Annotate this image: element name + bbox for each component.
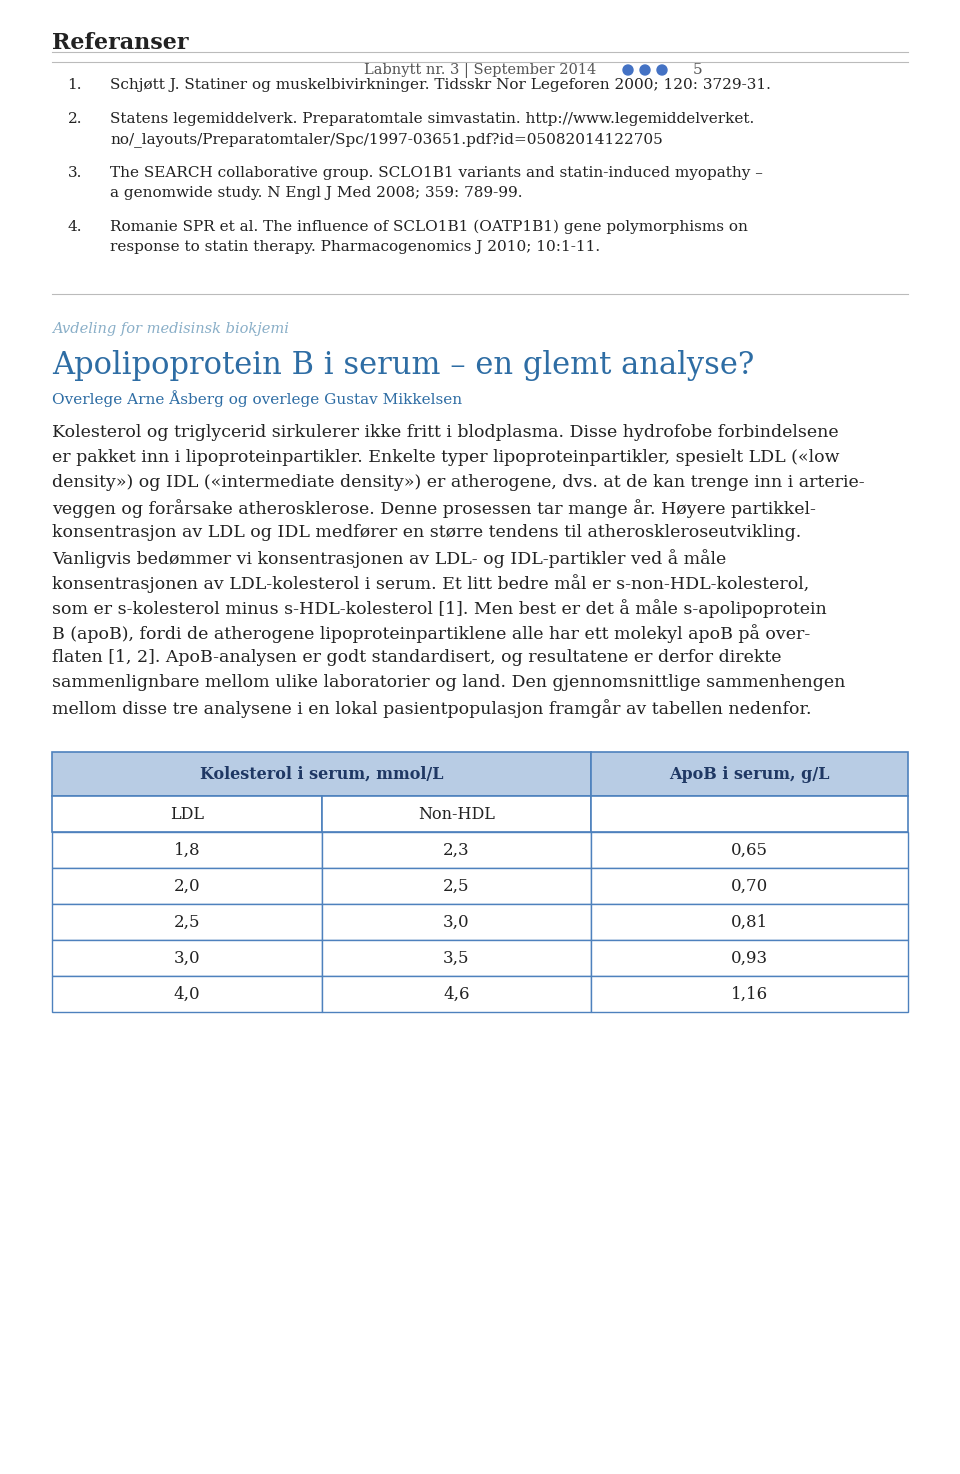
Text: density») og IDL («intermediate density») er atherogene, dvs. at de kan trenge i: density») og IDL («intermediate density»… bbox=[52, 475, 865, 491]
Bar bbox=[322, 796, 591, 831]
Bar bbox=[591, 831, 908, 868]
Text: 4,0: 4,0 bbox=[174, 986, 200, 1002]
Text: Labnytt nr. 3 | September 2014: Labnytt nr. 3 | September 2014 bbox=[364, 62, 596, 78]
Text: Kolesterol i serum, mmol/L: Kolesterol i serum, mmol/L bbox=[200, 765, 444, 783]
Text: 4.: 4. bbox=[67, 220, 82, 234]
Text: konsentrasjon av LDL og IDL medfører en større tendens til atheroskleroseutvikli: konsentrasjon av LDL og IDL medfører en … bbox=[52, 523, 802, 541]
Text: 3,0: 3,0 bbox=[174, 949, 200, 967]
Bar bbox=[52, 868, 322, 904]
Text: response to statin therapy. Pharmacogenomics J 2010; 10:1-11.: response to statin therapy. Pharmacogeno… bbox=[110, 240, 600, 254]
Bar bbox=[52, 940, 322, 976]
Text: 1,8: 1,8 bbox=[174, 842, 200, 858]
Bar bbox=[322, 831, 591, 868]
Bar bbox=[591, 868, 908, 904]
Text: 1,16: 1,16 bbox=[732, 986, 768, 1002]
Bar bbox=[591, 796, 908, 831]
Text: 2,5: 2,5 bbox=[444, 877, 469, 895]
Text: 5: 5 bbox=[693, 63, 703, 77]
Text: LDL: LDL bbox=[170, 805, 204, 822]
Text: konsentrasjonen av LDL-kolesterol i serum. Et litt bedre mål er s-non-HDL-kolest: konsentrasjonen av LDL-kolesterol i seru… bbox=[52, 573, 809, 593]
Text: er pakket inn i lipoproteinpartikler. Enkelte typer lipoproteinpartikler, spesie: er pakket inn i lipoproteinpartikler. En… bbox=[52, 450, 839, 466]
Text: Avdeling for medisinsk biokjemi: Avdeling for medisinsk biokjemi bbox=[52, 321, 289, 336]
Text: 2,0: 2,0 bbox=[174, 877, 200, 895]
Text: mellom disse tre analysene i en lokal pasientpopulasjon framgår av tabellen nede: mellom disse tre analysene i en lokal pa… bbox=[52, 699, 811, 718]
Text: Overlege Arne Åsberg og overlege Gustav Mikkelsen: Overlege Arne Åsberg og overlege Gustav … bbox=[52, 391, 462, 407]
Text: Schjøtt J. Statiner og muskelbivirkninger. Tidsskr Nor Legeforen 2000; 120: 3729: Schjøtt J. Statiner og muskelbivirkninge… bbox=[110, 78, 771, 91]
Circle shape bbox=[657, 65, 667, 75]
Bar bbox=[591, 904, 908, 940]
Bar bbox=[322, 976, 591, 1013]
Bar bbox=[52, 904, 322, 940]
Text: 0,70: 0,70 bbox=[731, 877, 768, 895]
Text: 0,65: 0,65 bbox=[732, 842, 768, 858]
Text: ApoB i serum, g/L: ApoB i serum, g/L bbox=[669, 765, 829, 783]
Circle shape bbox=[623, 65, 633, 75]
Text: Apolipoprotein B i serum – en glemt analyse?: Apolipoprotein B i serum – en glemt anal… bbox=[52, 349, 755, 380]
Bar bbox=[52, 976, 322, 1013]
Text: 2.: 2. bbox=[67, 112, 82, 125]
Text: 3,5: 3,5 bbox=[444, 949, 469, 967]
Text: Romanie SPR et al. The influence of SCLO1B1 (OATP1B1) gene polymorphisms on: Romanie SPR et al. The influence of SCLO… bbox=[110, 220, 748, 234]
Circle shape bbox=[640, 65, 650, 75]
Text: Vanligvis bedømmer vi konsentrasjonen av LDL- og IDL-partikler ved å måle: Vanligvis bedømmer vi konsentrasjonen av… bbox=[52, 548, 727, 567]
Bar bbox=[322, 868, 591, 904]
Text: flaten [1, 2]. ApoB-analysen er godt standardisert, og resultatene er derfor dir: flaten [1, 2]. ApoB-analysen er godt sta… bbox=[52, 649, 781, 666]
Text: Referanser: Referanser bbox=[52, 32, 188, 55]
Bar bbox=[591, 752, 908, 796]
Bar bbox=[322, 904, 591, 940]
Text: 0,93: 0,93 bbox=[732, 949, 768, 967]
Text: a genomwide study. N Engl J Med 2008; 359: 789-99.: a genomwide study. N Engl J Med 2008; 35… bbox=[110, 186, 522, 200]
Text: 3.: 3. bbox=[67, 167, 82, 180]
Bar bbox=[52, 831, 322, 868]
Text: 2,5: 2,5 bbox=[174, 914, 200, 930]
Text: 1.: 1. bbox=[67, 78, 82, 91]
Text: 2,3: 2,3 bbox=[444, 842, 469, 858]
Text: 4,6: 4,6 bbox=[444, 986, 469, 1002]
Text: Non-HDL: Non-HDL bbox=[418, 805, 495, 822]
Text: The SEARCH collaborative group. SCLO1B1 variants and statin-induced myopathy –: The SEARCH collaborative group. SCLO1B1 … bbox=[110, 167, 763, 180]
Text: veggen og forårsake atherosklerose. Denne prosessen tar mange år. Høyere partikk: veggen og forårsake atherosklerose. Denn… bbox=[52, 500, 816, 517]
Text: Statens legemiddelverk. Preparatomtale simvastatin. http://www.legemiddelverket.: Statens legemiddelverk. Preparatomtale s… bbox=[110, 112, 755, 125]
Text: 3,0: 3,0 bbox=[444, 914, 469, 930]
Bar bbox=[322, 940, 591, 976]
Text: Kolesterol og triglycerid sirkulerer ikke fritt i blodplasma. Disse hydrofobe fo: Kolesterol og triglycerid sirkulerer ikk… bbox=[52, 425, 839, 441]
Bar bbox=[591, 976, 908, 1013]
Bar bbox=[591, 940, 908, 976]
Text: som er s-kolesterol minus s-HDL-kolesterol [1]. Men best er det å måle s-apolipo: som er s-kolesterol minus s-HDL-kolester… bbox=[52, 598, 827, 618]
Text: 0,81: 0,81 bbox=[731, 914, 768, 930]
Text: sammenlignbare mellom ulike laboratorier og land. Den gjennomsnittlige sammenhen: sammenlignbare mellom ulike laboratorier… bbox=[52, 674, 846, 691]
Text: no/_layouts/Preparatomtaler/Spc/1997-03651.pdf?id=05082014122705: no/_layouts/Preparatomtaler/Spc/1997-036… bbox=[110, 133, 662, 147]
Bar bbox=[52, 752, 591, 796]
Text: B (apoB), fordi de atherogene lipoproteinpartiklene alle har ett molekyl apoB på: B (apoB), fordi de atherogene lipoprotei… bbox=[52, 624, 810, 643]
Bar bbox=[52, 796, 322, 831]
